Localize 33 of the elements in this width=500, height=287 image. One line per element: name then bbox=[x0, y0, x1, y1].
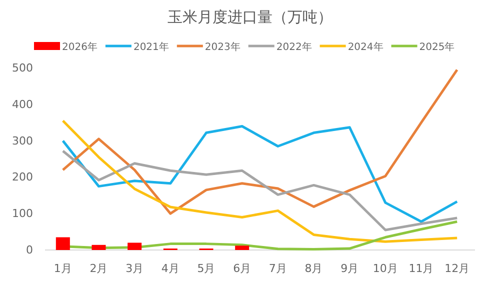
x-tick-label: 3月 bbox=[126, 262, 144, 275]
y-tick-label: 100 bbox=[12, 207, 33, 220]
x-tick-label: 5月 bbox=[197, 262, 216, 275]
chart-title: 玉米月度进口量（万吨） bbox=[168, 8, 332, 26]
line-series bbox=[62, 150, 458, 232]
y-tick-label: 200 bbox=[12, 170, 33, 184]
y-tick-label: 400 bbox=[12, 98, 33, 111]
x-tick-label: 2月 bbox=[90, 262, 108, 275]
x-tick-label: 4月 bbox=[161, 262, 180, 275]
x-tick-label: 9月 bbox=[340, 262, 359, 275]
y-tick-label: 300 bbox=[12, 134, 33, 148]
legend-label: 2022年 bbox=[276, 41, 312, 53]
line-series bbox=[62, 68, 458, 215]
x-tick-label: 10月 bbox=[372, 262, 398, 275]
x-tick-label: 6月 bbox=[233, 262, 252, 275]
legend-label: 2021年 bbox=[133, 41, 169, 53]
bar bbox=[128, 242, 142, 250]
x-tick-label: 8月 bbox=[304, 262, 323, 275]
legend-label: 2023年 bbox=[204, 41, 240, 53]
y-tick-label: 500 bbox=[12, 62, 33, 75]
x-tick-label: 11月 bbox=[408, 262, 434, 275]
bar bbox=[92, 244, 106, 250]
x-tick-label: 7月 bbox=[268, 262, 287, 275]
line-series bbox=[62, 120, 458, 243]
x-tick-label: 1月 bbox=[54, 262, 72, 275]
bar bbox=[235, 246, 250, 250]
legend-label: 2025年 bbox=[419, 41, 455, 53]
x-tick-label: 12月 bbox=[444, 262, 470, 275]
bar bbox=[56, 237, 70, 250]
legend-label: 2026年 bbox=[62, 41, 98, 53]
legend-label: 2024年 bbox=[348, 41, 384, 53]
y-tick-label: 0 bbox=[26, 244, 33, 257]
line-series bbox=[62, 124, 458, 223]
